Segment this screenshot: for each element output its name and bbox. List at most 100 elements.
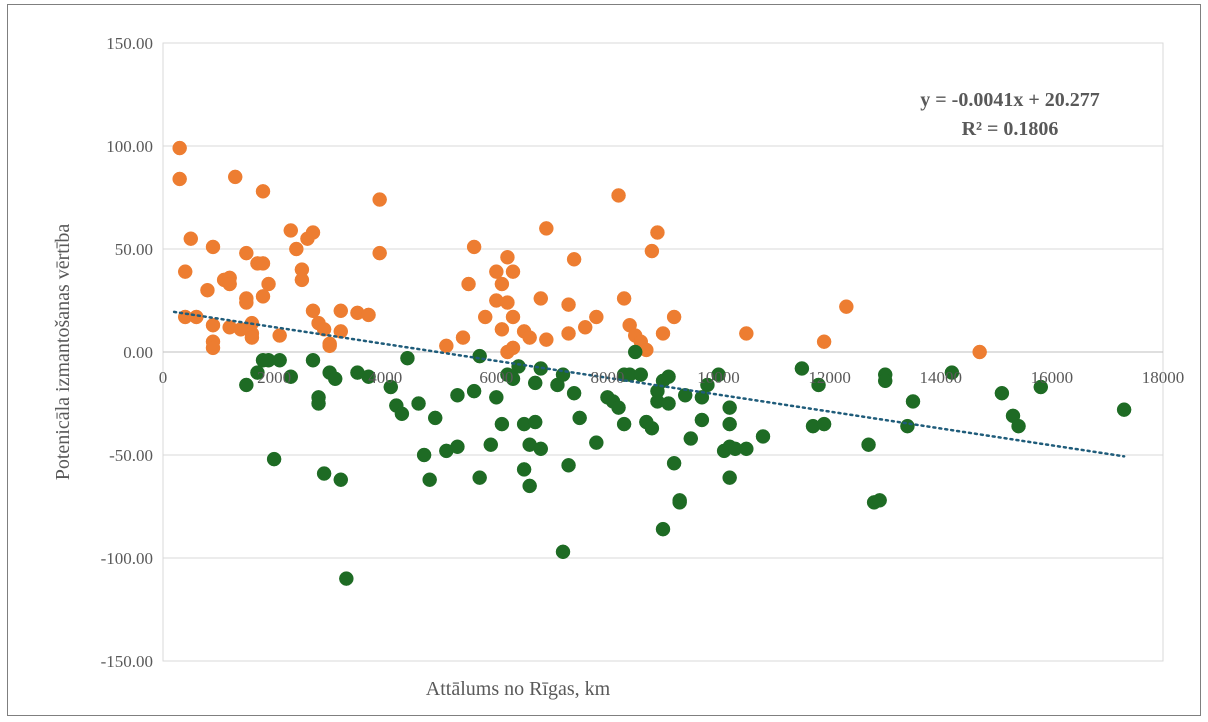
x-tick-label: 8000 (590, 368, 624, 387)
data-point (189, 309, 204, 325)
x-axis-title: Attālums no Rīgas, km (426, 678, 611, 700)
data-point (205, 317, 221, 333)
data-point (416, 447, 432, 463)
data-point (311, 396, 326, 411)
data-point (472, 348, 487, 364)
data-point (322, 338, 337, 354)
data-point (566, 252, 582, 267)
data-point (289, 241, 304, 257)
data-point (239, 377, 254, 393)
data-point (811, 377, 826, 393)
data-point (372, 192, 387, 207)
x-tick-label: 0 (159, 368, 168, 387)
data-point (522, 478, 537, 494)
data-point (650, 225, 665, 240)
data-point (450, 388, 465, 403)
data-point (239, 245, 254, 261)
data-point (361, 369, 376, 384)
x-tick-label: 18000 (1142, 368, 1185, 387)
scatter-chart: 0 2000 4000 6000 8000 10000 12000 14000 16000 180… (52, 34, 1185, 700)
data-point (722, 416, 737, 432)
data-point (877, 373, 893, 389)
data-point (655, 326, 671, 341)
data-point (500, 249, 515, 265)
data-point (272, 352, 287, 368)
data-point (200, 282, 215, 298)
x-tick-label: 6000 (479, 368, 513, 387)
data-point (494, 276, 510, 292)
data-point (527, 414, 543, 430)
data-point (666, 309, 682, 325)
data-point (489, 390, 504, 405)
data-point (644, 243, 660, 259)
data-point (305, 225, 321, 240)
data-point (972, 344, 987, 360)
data-point (816, 334, 832, 349)
data-point (677, 388, 693, 403)
data-point (722, 400, 737, 415)
data-point (255, 184, 271, 199)
trendline-path (172, 310, 1126, 458)
data-point (505, 371, 521, 387)
data-point (255, 256, 271, 271)
data-point (1011, 418, 1026, 434)
data-point (561, 297, 576, 312)
data-point (555, 367, 571, 382)
x-tick-label: 2000 (257, 368, 291, 387)
y-tick-label: 50.00 (115, 240, 153, 259)
data-point (994, 385, 1010, 401)
data-point (533, 441, 549, 457)
data-point (205, 239, 221, 255)
data-point (505, 309, 521, 325)
data-point (516, 462, 532, 477)
y-tick-label: 150.00 (106, 34, 153, 53)
data-point (872, 493, 887, 508)
data-point (316, 466, 332, 481)
data-point (244, 330, 260, 345)
data-point (283, 223, 299, 238)
data-point (500, 295, 515, 310)
data-point (755, 429, 771, 444)
data-points (172, 140, 1132, 586)
data-point (372, 245, 387, 261)
data-point (239, 295, 254, 310)
data-point (577, 320, 593, 335)
data-point (683, 431, 699, 446)
data-point (305, 352, 321, 368)
data-point (739, 441, 754, 457)
data-point (527, 375, 543, 391)
chart-frame: 0 2000 4000 6000 8000 10000 12000 14000 16000 180… (7, 4, 1201, 716)
data-point (333, 303, 349, 319)
trendline-equation: y = -0.0041x + 20.277 (920, 89, 1099, 111)
data-point (205, 340, 221, 356)
data-point (694, 390, 710, 405)
data-point (661, 396, 676, 411)
data-point (250, 365, 265, 380)
data-point (305, 303, 321, 319)
data-point (489, 264, 504, 279)
data-point (461, 276, 476, 292)
data-point (839, 299, 854, 314)
data-point (561, 326, 576, 341)
data-point (1116, 402, 1132, 417)
data-point (427, 410, 443, 426)
data-point (533, 361, 549, 376)
data-point (861, 437, 876, 452)
data-point (1033, 379, 1049, 395)
y-tick-label: 0.00 (123, 343, 153, 362)
data-point (616, 291, 632, 306)
data-point (422, 472, 437, 487)
data-point (533, 291, 549, 306)
data-point (644, 420, 660, 436)
data-point (455, 330, 471, 345)
data-point (666, 455, 682, 471)
data-point (172, 171, 187, 187)
y-tick-label: -50.00 (109, 446, 153, 465)
data-point (539, 332, 554, 347)
data-point (611, 188, 626, 203)
x-tick-label: 16000 (1031, 368, 1074, 387)
data-point (616, 416, 632, 432)
data-point (283, 369, 299, 384)
data-point (472, 470, 487, 485)
y-axis-ticks: 150.00 100.00 50.00 0.00 -50.00 -100.00 -150.0… (101, 34, 153, 671)
